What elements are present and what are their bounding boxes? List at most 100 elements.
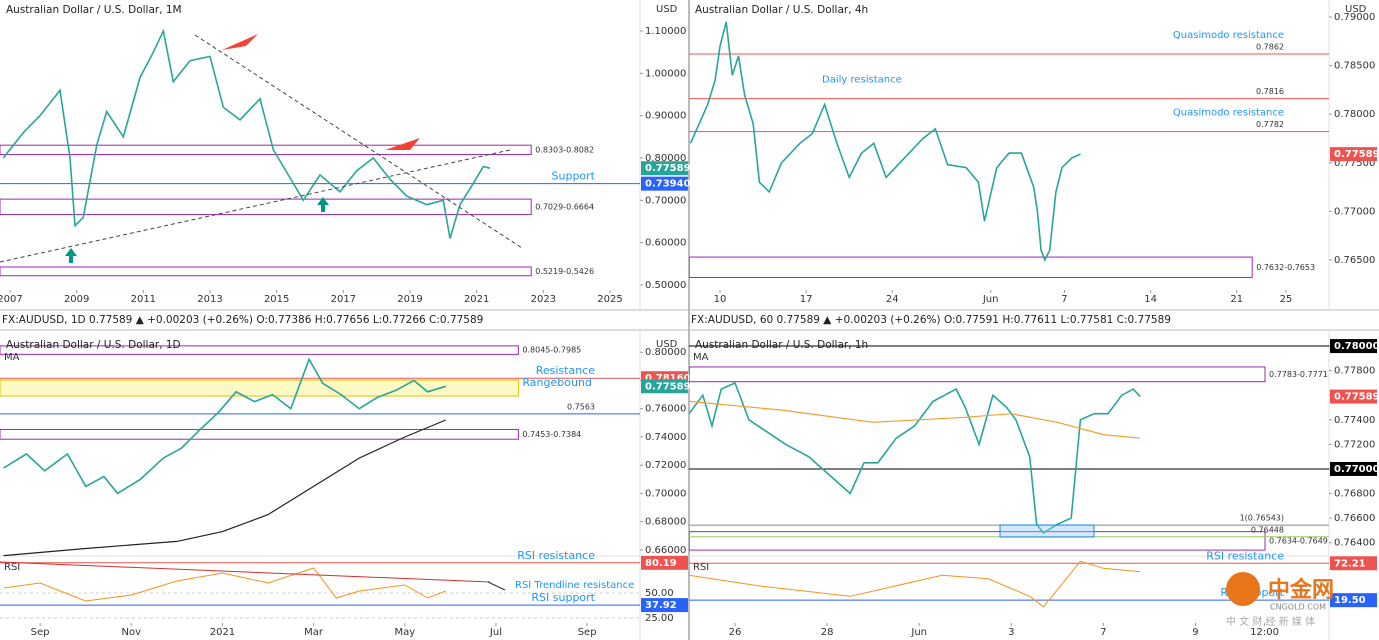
x-tick-label: 7 bbox=[1100, 627, 1106, 638]
axis-unit: USD bbox=[656, 339, 678, 350]
y-tick-label: 0.76600 bbox=[1334, 513, 1375, 524]
level-label: 0.7563 bbox=[567, 402, 595, 411]
y-tick-label: 0.60000 bbox=[645, 238, 686, 249]
zone bbox=[689, 366, 1266, 383]
chart-title: Australian Dollar / U.S. Dollar, 1h bbox=[695, 339, 868, 351]
y-tick-label: 1.00000 bbox=[645, 68, 686, 79]
axis-unit: USD bbox=[1345, 4, 1367, 15]
arrow bbox=[65, 248, 77, 263]
rsi-line bbox=[689, 560, 1141, 608]
x-tick-label: 2017 bbox=[331, 294, 356, 305]
x-tick-label: 2021 bbox=[464, 294, 489, 305]
symbol-header: FX:AUDUSD, 1D 0.77589 ▲ +0.00203 (+0.26%… bbox=[2, 314, 483, 326]
price-tag bbox=[641, 161, 688, 176]
rsi-note: RSI Trendline resistance bbox=[515, 580, 634, 591]
x-tick-label: 2015 bbox=[264, 294, 289, 305]
x-tick-label: 3 bbox=[1008, 627, 1014, 638]
x-tick-label: 10 bbox=[714, 294, 727, 305]
series-label: MA bbox=[693, 352, 709, 363]
zone-label: 0.8045-0.7985 bbox=[522, 346, 581, 355]
y-tick-label: 0.80000 bbox=[645, 347, 686, 358]
x-tick-label: 2013 bbox=[197, 294, 222, 305]
arrow bbox=[487, 581, 506, 591]
y-tick-label: 0.77800 bbox=[1334, 366, 1375, 377]
level-label: RSI support bbox=[531, 591, 595, 604]
y-tick-label: 0.77500 bbox=[1334, 158, 1375, 169]
price-tag-label: 37.92 bbox=[645, 600, 677, 611]
zone bbox=[0, 198, 532, 216]
arrow bbox=[385, 138, 420, 150]
chart-title: Australian Dollar / U.S. Dollar, 1M bbox=[6, 4, 182, 16]
y-tick-label: 0.78000 bbox=[1334, 109, 1375, 120]
price-tag-label: 0.78000 bbox=[1334, 341, 1379, 352]
zone-label: 0.7783-0.7771 bbox=[1269, 370, 1328, 379]
plot bbox=[689, 345, 1329, 608]
arrow bbox=[317, 197, 329, 212]
price-tag bbox=[641, 176, 688, 191]
x-tick-label: 24 bbox=[886, 294, 899, 305]
level-note: Quasimodo resistance bbox=[1173, 108, 1284, 119]
y-tick-label: 0.77400 bbox=[1334, 415, 1375, 426]
zone bbox=[0, 345, 519, 355]
zone-label: 0.7453-0.7384 bbox=[522, 430, 581, 439]
price-tag bbox=[1330, 593, 1377, 608]
x-tick-label: May bbox=[394, 627, 415, 638]
x-tick-label: 17 bbox=[800, 294, 813, 305]
price-tag bbox=[641, 379, 688, 394]
y-tick-label: 0.76500 bbox=[1334, 255, 1375, 266]
y-tick-label: 0.80000 bbox=[645, 153, 686, 164]
axis-unit: USD bbox=[656, 4, 678, 15]
highlight-box bbox=[999, 524, 1095, 538]
price-tag-label: 80.19 bbox=[645, 558, 677, 569]
level-label: Support bbox=[552, 170, 596, 183]
x-tick-label: 2025 bbox=[597, 294, 622, 305]
y-tick-label: 0.77000 bbox=[1334, 206, 1375, 217]
watermark-tagline: 中 文 财 经 新 媒 体 bbox=[1226, 615, 1315, 628]
y-tick-label: 0.76800 bbox=[1334, 489, 1375, 500]
y-tick-label: 0.76000 bbox=[645, 404, 686, 415]
x-tick-label: 2011 bbox=[131, 294, 156, 305]
y-tick-label: 0.66000 bbox=[645, 545, 686, 556]
level-note: Quasimodo resistance bbox=[1173, 30, 1284, 41]
chart-title: Australian Dollar / U.S. Dollar, 4h bbox=[695, 4, 868, 16]
y-tick-label: 0.72000 bbox=[645, 460, 686, 471]
series-label: MA bbox=[4, 352, 20, 363]
price-line bbox=[689, 381, 1141, 534]
x-tick-label: 2007 bbox=[0, 294, 23, 305]
x-tick-label: 26 bbox=[729, 627, 742, 638]
x-tick-label: 2021 bbox=[210, 627, 235, 638]
moving-average bbox=[3, 419, 447, 557]
x-tick-label: 12:00 bbox=[1250, 627, 1279, 638]
zone-label: 0.7634-0.7649 bbox=[1269, 536, 1328, 545]
zone bbox=[0, 428, 519, 440]
y-tick-label: 0.78500 bbox=[1334, 61, 1375, 72]
x-tick-label: 9 bbox=[1192, 627, 1198, 638]
price-line bbox=[689, 21, 1081, 262]
plot bbox=[0, 345, 640, 619]
watermark-logo bbox=[1226, 572, 1260, 606]
level-label: Resistance bbox=[536, 364, 596, 377]
rsi-tick-label: 25.00 bbox=[645, 613, 674, 624]
y-tick-label: 1.10000 bbox=[645, 26, 686, 37]
price-line bbox=[2, 28, 491, 239]
symbol-header: FX:AUDUSD, 60 0.77589 ▲ +0.00203 (+0.26%… bbox=[691, 314, 1171, 326]
trendline bbox=[0, 149, 511, 263]
price-tag-label: 19.50 bbox=[1334, 595, 1366, 606]
rsi-line bbox=[3, 567, 446, 602]
price-tag bbox=[641, 555, 688, 570]
plot bbox=[0, 28, 640, 277]
price-line bbox=[3, 357, 447, 495]
x-tick-label: 2019 bbox=[397, 294, 422, 305]
zone bbox=[689, 256, 1253, 278]
price-tag-label: 0.77589 bbox=[1334, 149, 1379, 160]
x-tick-label: 28 bbox=[821, 627, 834, 638]
price-tag bbox=[1330, 339, 1377, 354]
zone-label: Rangebound bbox=[522, 376, 592, 389]
y-tick-label: 0.77200 bbox=[1334, 439, 1375, 450]
price-tag-label: 72.21 bbox=[1334, 558, 1366, 569]
arrow bbox=[222, 34, 258, 50]
zone bbox=[0, 379, 519, 397]
zone bbox=[689, 531, 1266, 551]
watermark-brand: 中金网 bbox=[1268, 577, 1334, 603]
